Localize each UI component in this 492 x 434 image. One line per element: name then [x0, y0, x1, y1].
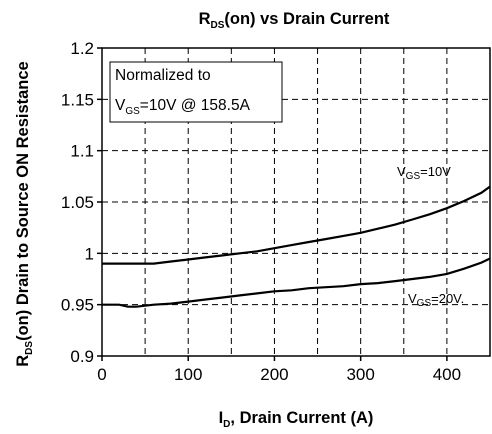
y-tick-label: 1.15 [61, 90, 94, 109]
x-tick-label: 100 [174, 365, 202, 384]
y-tick-label: 1 [85, 244, 94, 263]
series-line-vgs20 [102, 257, 491, 308]
plot-frame [101, 47, 491, 357]
series-line-vgs10 [102, 185, 491, 265]
series-label-vgs20: VGS=20V. [408, 291, 464, 309]
y-tick-label: 1.2 [70, 39, 94, 58]
series-group [102, 185, 491, 308]
y-axis-label: RDS(on) Drain to Source ON Resistance [14, 61, 35, 366]
annotation-box [109, 61, 283, 123]
chart-title: RDS(on) vs Drain Current [199, 10, 390, 31]
x-axis-label: ID, Drain Current (A) [219, 409, 374, 430]
ticks: 0 100 200 300 400 0.9 0.95 1 1.05 1.1 1.15 1.2 [61, 39, 461, 384]
annotation-line2: VGS=10V @ 158.5A [115, 97, 251, 117]
y-tick-label: 0.9 [70, 347, 94, 366]
x-tick-label: 300 [346, 365, 374, 384]
x-tick-label: 0 [97, 365, 106, 384]
annotation-line1: Normalized to [115, 67, 211, 84]
x-tick-label: 400 [433, 365, 461, 384]
y-tick-label: 0.95 [61, 296, 94, 315]
x-tick-label: 200 [260, 365, 288, 384]
series-label-vgs10: VGS=10V [397, 164, 451, 182]
y-tick-label: 1.1 [70, 142, 94, 161]
y-tick-label: 1.05 [61, 193, 94, 212]
